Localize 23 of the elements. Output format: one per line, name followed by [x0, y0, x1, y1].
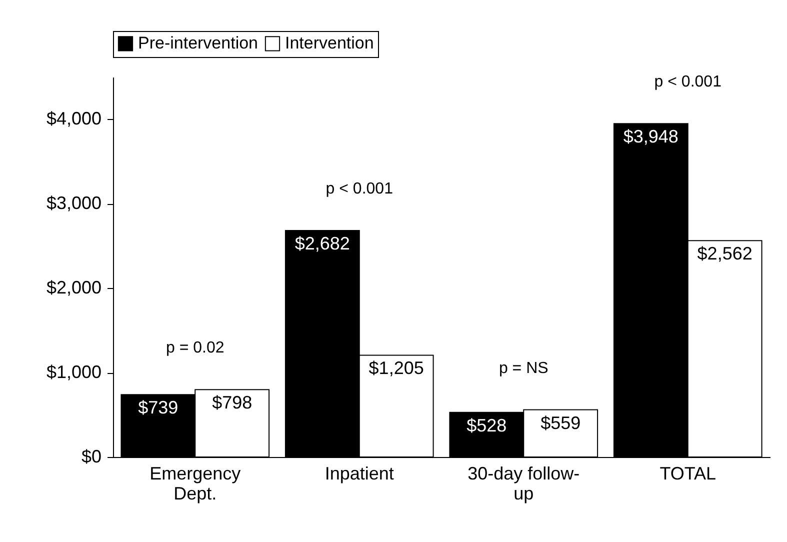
- annotation: p < 0.001: [326, 180, 394, 198]
- y-tick-label: $2,000: [46, 278, 102, 298]
- data-label: $2,682: [294, 234, 350, 254]
- data-label: $1,205: [368, 358, 424, 378]
- data-label: $3,948: [623, 126, 678, 147]
- annotation: p < 0.001: [654, 74, 722, 91]
- legend-label: Pre-intervention: [138, 34, 258, 53]
- annotation: p = 0.02: [166, 340, 224, 357]
- annotation: p = NS: [498, 360, 548, 377]
- x-tick-label: TOTAL: [660, 464, 716, 484]
- data-label: $739: [138, 398, 178, 418]
- data-label: $798: [212, 392, 252, 413]
- y-tick-label: $1,000: [46, 362, 102, 382]
- y-tick-label: $4,000: [46, 108, 102, 129]
- x-tick-label: Inpatient: [324, 464, 394, 484]
- data-label: $2,562: [697, 244, 752, 264]
- data-label: $528: [466, 415, 507, 436]
- y-tick-label: $0: [81, 446, 102, 466]
- legend-label: Intervention: [285, 34, 374, 53]
- x-tick-label: Emergency Dept.: [150, 464, 241, 504]
- x-tick-label: 30-day follow-up: [468, 464, 580, 504]
- y-tick-label: $3,000: [46, 193, 102, 214]
- data-label: $559: [540, 412, 581, 433]
